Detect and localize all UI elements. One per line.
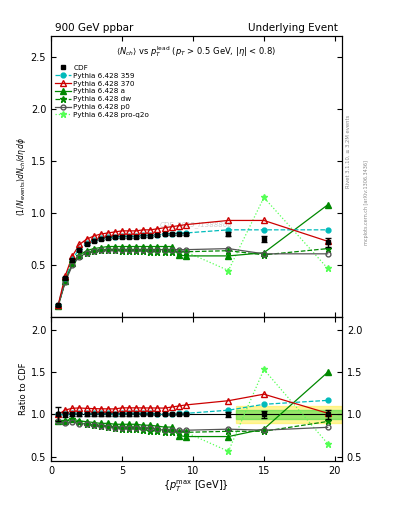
Text: Rivet 3.1.10, ≥ 3.2M events: Rivet 3.1.10, ≥ 3.2M events xyxy=(346,114,351,188)
Text: Underlying Event: Underlying Event xyxy=(248,23,338,33)
Legend: CDF, Pythia 6.428 359, Pythia 6.428 370, Pythia 6.428 a, Pythia 6.428 dw, Pythia: CDF, Pythia 6.428 359, Pythia 6.428 370,… xyxy=(55,65,149,118)
Text: 900 GeV ppbar: 900 GeV ppbar xyxy=(55,23,133,33)
Y-axis label: $(1/N_{\mathrm{events}}) dN_{ch}/d\eta\, d\phi$: $(1/N_{\mathrm{events}}) dN_{ch}/d\eta\,… xyxy=(15,137,28,217)
Text: CDF_2015_I1388868: CDF_2015_I1388868 xyxy=(160,221,233,228)
X-axis label: $\{p_T^{\rm max}$ [GeV]$\}$: $\{p_T^{\rm max}$ [GeV]$\}$ xyxy=(163,478,230,494)
Y-axis label: Ratio to CDF: Ratio to CDF xyxy=(19,363,28,415)
Text: $\langle N_{ch}\rangle$ vs $p_T^{\rm lead}$ ($p_T$ > 0.5 GeV, $|\eta|$ < 0.8): $\langle N_{ch}\rangle$ vs $p_T^{\rm lea… xyxy=(116,45,277,59)
Bar xyxy=(235,410,342,419)
Bar xyxy=(235,406,342,423)
Text: mcplots.cern.ch [arXiv:1306.3436]: mcplots.cern.ch [arXiv:1306.3436] xyxy=(364,160,369,245)
